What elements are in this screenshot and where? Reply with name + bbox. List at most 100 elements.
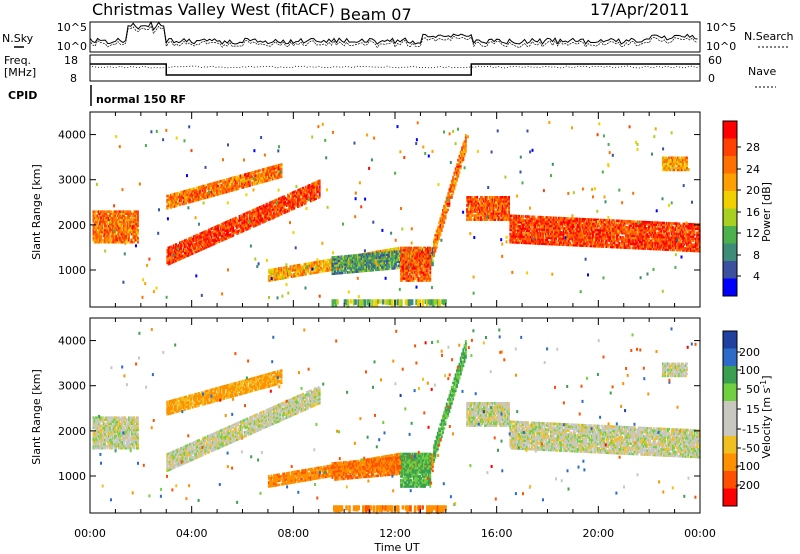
heatmap-cell	[328, 266, 331, 270]
heatmap-cell	[495, 214, 498, 217]
heatmap-cell	[509, 226, 512, 230]
heatmap-cell	[561, 219, 564, 222]
heatmap-cell	[292, 201, 294, 205]
heatmap-cell	[466, 204, 469, 207]
heatmap-cell	[461, 156, 463, 160]
heatmap-cell	[312, 198, 315, 202]
heatmap-cell	[237, 225, 240, 229]
heatmap-cell	[326, 261, 329, 264]
heatmap-cell	[459, 150, 462, 154]
heatmap-cell	[179, 253, 181, 257]
heatmap-cell	[245, 214, 247, 217]
heatmap-cell	[527, 227, 530, 231]
heatmap-cell	[360, 267, 363, 271]
heatmap-cell	[248, 178, 251, 181]
heatmap-cell	[449, 186, 452, 189]
heatmap-cell	[580, 217, 583, 221]
heatmap-cell	[114, 240, 116, 244]
heatmap-cell	[328, 258, 331, 262]
heatmap-cell	[129, 210, 132, 213]
heatmap-cell	[551, 236, 554, 240]
heatmap-cell	[403, 254, 406, 258]
heatmap-cell	[471, 208, 474, 211]
heatmap-cell	[278, 271, 280, 274]
heatmap-cell	[168, 246, 171, 249]
heatmap-cell	[411, 254, 414, 258]
heatmap-cell	[410, 256, 413, 260]
heatmap-cell	[445, 202, 448, 206]
heatmap-cell	[210, 237, 213, 241]
heatmap-cell	[104, 230, 106, 234]
heatmap-cell	[417, 261, 420, 264]
heatmap-cell	[411, 263, 414, 266]
heatmap-cell	[491, 202, 494, 205]
heatmap-cell	[100, 210, 103, 213]
heatmap-cell	[128, 226, 130, 230]
heatmap-cell	[123, 240, 125, 244]
heatmap-cell	[412, 273, 415, 276]
heatmap-cell	[276, 168, 279, 171]
heatmap-cell	[566, 225, 569, 228]
heatmap-cell	[426, 256, 429, 260]
heatmap-cell	[228, 221, 231, 225]
heatmap-cell	[426, 263, 429, 266]
heatmap-cell	[382, 268, 385, 271]
heatmap-cell	[416, 265, 419, 268]
heatmap-cell	[426, 254, 429, 258]
heatmap-cell	[317, 260, 320, 264]
heatmap-cell	[285, 270, 288, 273]
heatmap-cell	[370, 254, 373, 258]
heatmap-cell	[236, 175, 238, 179]
heatmap-cell	[267, 279, 270, 282]
heatmap-cell	[242, 213, 245, 216]
heatmap-cell	[539, 234, 542, 237]
heatmap-cell	[208, 228, 211, 232]
heatmap-cell	[393, 247, 396, 251]
heatmap-cell	[555, 226, 557, 230]
heatmap-cell	[467, 212, 470, 215]
heatmap-cell	[496, 200, 499, 203]
heatmap-cell	[96, 214, 99, 218]
heatmap-cell	[107, 240, 110, 244]
heatmap-cell	[323, 261, 326, 265]
heatmap-cell	[304, 262, 307, 266]
heatmap-cell	[365, 261, 368, 264]
heatmap-cell	[592, 232, 594, 236]
heatmap-cell	[348, 266, 350, 270]
heatmap-cell	[405, 271, 408, 274]
heatmap-cell	[284, 266, 287, 269]
heatmap-cell	[471, 212, 474, 215]
heatmap-cell	[121, 236, 124, 240]
heatmap-cell	[423, 252, 425, 256]
heatmap-cell	[256, 209, 259, 212]
heatmap-cell	[356, 264, 359, 267]
heatmap-cell	[350, 263, 353, 266]
heatmap-cell	[185, 255, 188, 258]
heatmap-cell	[395, 247, 397, 250]
heatmap-cell	[198, 237, 200, 240]
heatmap-cell	[409, 246, 411, 250]
heatmap-cell	[364, 257, 367, 260]
heatmap-cell	[218, 230, 221, 233]
heatmap-cell	[345, 255, 348, 258]
heatmap-cell	[293, 274, 296, 278]
heatmap-cell	[316, 271, 319, 274]
heatmap-cell	[217, 193, 219, 196]
heatmap-cell	[219, 180, 222, 183]
heatmap-cell	[405, 265, 408, 268]
heatmap-cell	[133, 234, 136, 238]
heatmap-cell	[256, 174, 259, 177]
heatmap-cell	[185, 189, 188, 193]
heatmap-cell	[466, 218, 469, 221]
heatmap-cell	[213, 236, 216, 240]
heatmap-cell	[405, 277, 408, 280]
heatmap-cell	[237, 231, 240, 235]
heatmap-cell	[194, 249, 197, 252]
heatmap-cell	[271, 214, 274, 218]
heatmap-cell	[532, 233, 535, 237]
heatmap-cell	[454, 183, 457, 187]
heatmap-cell	[398, 260, 401, 263]
heatmap-cell	[576, 244, 579, 247]
heatmap-cell	[435, 231, 438, 235]
heatmap-cell	[275, 273, 278, 277]
